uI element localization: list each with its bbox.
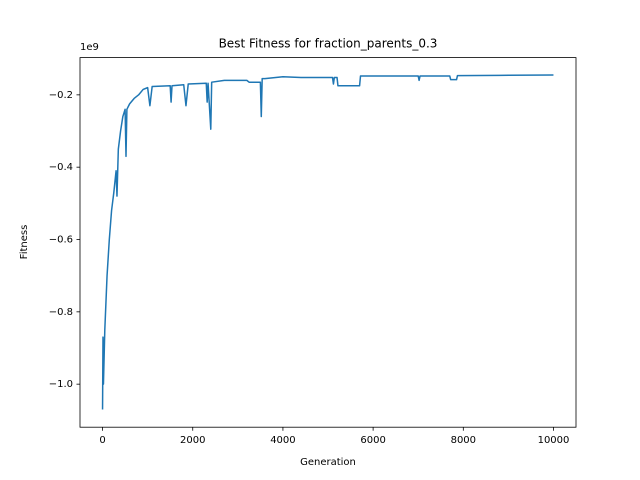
- x-tick-label: 8000: [451, 435, 476, 446]
- x-tick-label: 0: [99, 435, 105, 446]
- chart-title: Best Fitness for fraction_parents_0.3: [219, 37, 438, 51]
- y-tick-label: −0.2: [49, 90, 73, 101]
- y-offset-label: 1e9: [80, 42, 99, 53]
- y-tick-label: −0.6: [49, 235, 73, 246]
- data-line: [101, 74, 554, 410]
- x-tick-label: 10000: [538, 435, 570, 446]
- y-tick-label: −0.4: [49, 162, 73, 173]
- axes-frame: [79, 57, 577, 428]
- x-tick-label: 2000: [180, 435, 205, 446]
- y-axis-label: Fitness: [19, 225, 30, 260]
- x-tick-label: 6000: [360, 435, 385, 446]
- x-axis-label: Generation: [300, 457, 356, 468]
- x-tick-label: 4000: [270, 435, 295, 446]
- y-tick-label: −0.8: [49, 307, 73, 318]
- y-tick-label: −1.0: [49, 379, 73, 390]
